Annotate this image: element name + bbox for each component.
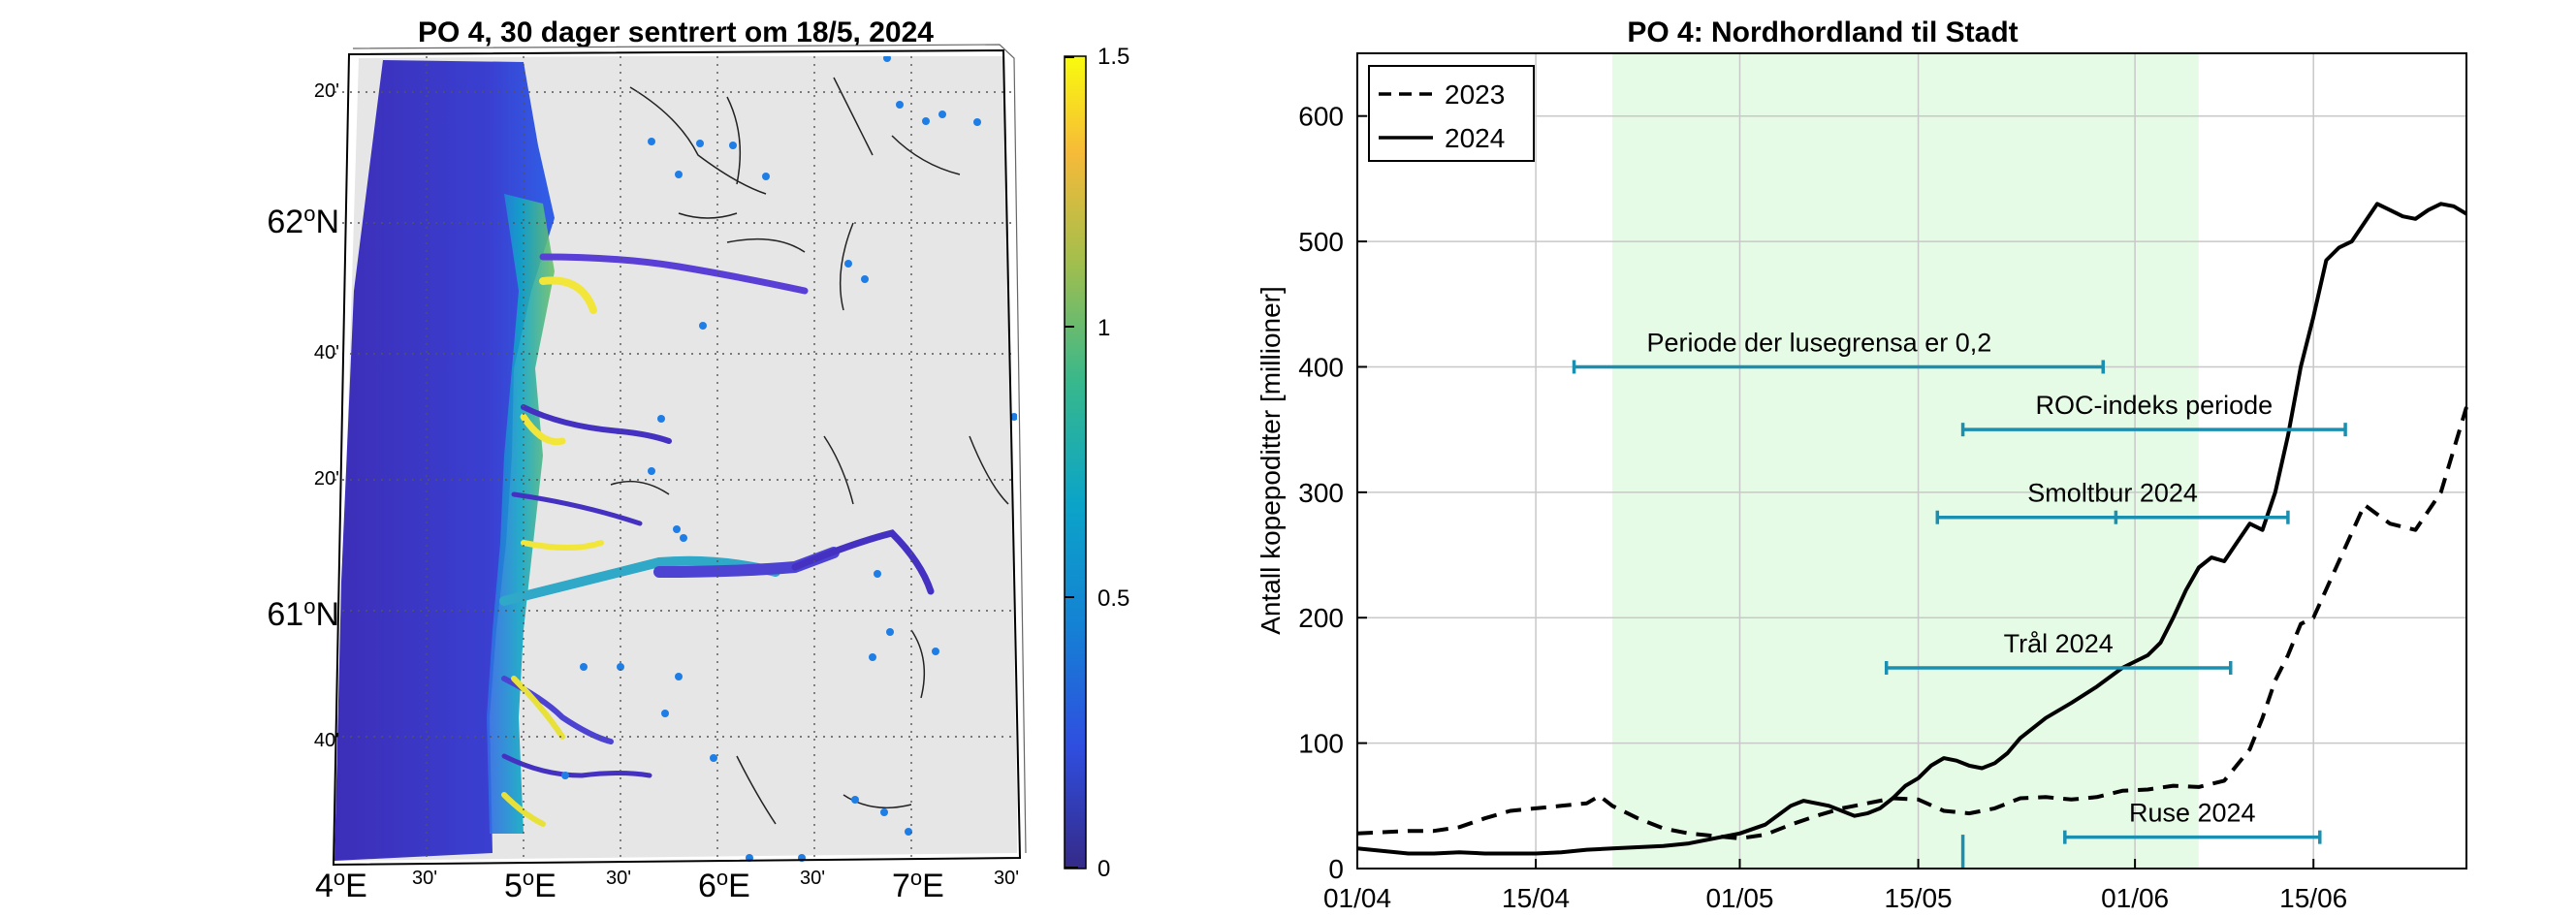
y-tick-label: 600 xyxy=(1298,102,1344,132)
legend-label-2024: 2024 xyxy=(1445,123,1505,153)
station-dot xyxy=(886,628,894,636)
graticule xyxy=(334,56,1017,863)
y-tick-label: 300 xyxy=(1298,478,1344,508)
lon-label-30d: 30' xyxy=(994,868,1019,889)
station-dot xyxy=(699,322,707,330)
lon-label-4e: 4oE xyxy=(315,866,367,904)
station-dot xyxy=(880,808,888,816)
colorbar-tick-0: 0 xyxy=(1097,856,1110,882)
map-frame xyxy=(332,48,1022,867)
y-tick-label: 200 xyxy=(1298,603,1344,633)
colorbar: 0 0.5 1 1.5 xyxy=(1064,44,1129,882)
lon-label-5e: 5oE xyxy=(504,866,557,904)
station-dot xyxy=(729,142,737,149)
station-dot xyxy=(710,754,717,762)
station-dot xyxy=(861,275,869,283)
station-dot xyxy=(869,653,876,661)
station-dot xyxy=(675,171,683,178)
y-tick-label: 500 xyxy=(1298,227,1344,257)
station-dot xyxy=(657,415,665,423)
series-lines xyxy=(1356,202,2468,856)
lat-labels: 20' 62oN 40' 20' 61oN 40' xyxy=(267,80,339,751)
legend-box xyxy=(1368,65,1535,162)
legend: 2023 2024 xyxy=(1368,65,1535,162)
lat-label-40a: 40' xyxy=(314,342,339,364)
station-dot xyxy=(762,173,770,180)
station-dot xyxy=(680,534,687,542)
station-dot xyxy=(844,260,852,268)
x-tick-label: 01/06 xyxy=(2101,883,2169,913)
annotations: Periode der lusegrensa er 0,2 ROC-indeks … xyxy=(1572,328,2347,869)
station-dot xyxy=(696,140,704,147)
station-dot xyxy=(938,111,946,118)
colorbar-tick-05: 0.5 xyxy=(1097,585,1129,612)
station-dot xyxy=(973,118,981,126)
station-dot xyxy=(896,101,904,109)
y-tick-labels: 0 100 200 300 400 500 600 xyxy=(1298,102,1344,884)
station-dots xyxy=(561,56,1017,862)
y-tick-label: 0 xyxy=(1328,854,1344,884)
station-dot xyxy=(661,710,669,717)
shaded-period xyxy=(1611,53,2199,869)
plot-frame xyxy=(1356,52,2467,870)
lon-label-6e: 6oE xyxy=(698,866,750,904)
colorbar-gradient xyxy=(1064,55,1087,870)
colorbar-tick-15: 1.5 xyxy=(1097,44,1129,70)
station-dot xyxy=(905,828,912,836)
station-dot xyxy=(922,117,930,125)
lon-label-30c: 30' xyxy=(800,868,825,889)
y-tick-label: 400 xyxy=(1298,352,1344,382)
station-dot xyxy=(561,772,569,779)
annotation-label: Trål 2024 xyxy=(2004,629,2114,658)
map-panel: PO 4, 30 dager sentrert om 18/5, 2024 xyxy=(267,16,1129,904)
fjords xyxy=(499,253,935,827)
lat-label-61n: 61oN xyxy=(267,594,339,633)
x-tick-label: 15/06 xyxy=(2279,883,2347,913)
lon-label-30a: 30' xyxy=(412,868,437,889)
station-dot xyxy=(648,138,655,145)
chart-title: PO 4: Nordhordland til Stadt xyxy=(1627,16,2018,48)
x-tick-label: 15/04 xyxy=(1502,883,1570,913)
land-outlines xyxy=(610,77,1009,825)
series-line-2023 xyxy=(1356,406,2468,840)
lat-label-62n: 62oN xyxy=(267,202,339,240)
line-chart-panel: PO 4: Nordhordland til Stadt Periode der… xyxy=(1256,16,2468,913)
open-sea xyxy=(334,60,555,861)
station-dot xyxy=(932,648,939,655)
lon-label-7e: 7oE xyxy=(892,866,944,904)
x-tick-label: 15/05 xyxy=(1885,883,1953,913)
x-tick-label: 01/04 xyxy=(1323,883,1391,913)
annotation-label: Smoltbur 2024 xyxy=(2027,479,2198,508)
station-dot xyxy=(580,663,588,671)
lat-label-20b: 20' xyxy=(314,468,339,490)
station-dot xyxy=(617,663,624,671)
colorbar-tick-1: 1 xyxy=(1097,315,1110,341)
lon-labels: 4oE 30' 5oE 30' 6oE 30' 7oE 30' xyxy=(315,866,1019,904)
x-tick-labels: 01/04 15/04 01/05 15/05 01/06 15/06 xyxy=(1323,883,2347,913)
lat-label-40b: 40' xyxy=(314,730,339,751)
lat-label-20a: 20' xyxy=(314,80,339,102)
y-axis-label: Antall kopepoditter [millioner] xyxy=(1256,286,1286,635)
map-title: PO 4, 30 dager sentrert om 18/5, 2024 xyxy=(418,16,934,48)
station-dot xyxy=(851,796,859,804)
x-tick-label: 01/05 xyxy=(1705,883,1773,913)
station-dot xyxy=(648,467,655,475)
annotation-label: ROC-indeks periode xyxy=(2036,391,2274,420)
annotation-label: Ruse 2024 xyxy=(2129,799,2256,828)
station-dot xyxy=(675,673,683,680)
y-tick-label: 100 xyxy=(1298,729,1344,759)
series-line-2024 xyxy=(1356,202,2468,856)
legend-label-2023: 2023 xyxy=(1445,79,1505,110)
station-dot xyxy=(883,56,891,62)
lon-label-30b: 30' xyxy=(606,868,631,889)
annotation-label: Periode der lusegrensa er 0,2 xyxy=(1647,328,1992,357)
station-dot xyxy=(673,525,681,533)
station-dot xyxy=(874,570,881,578)
